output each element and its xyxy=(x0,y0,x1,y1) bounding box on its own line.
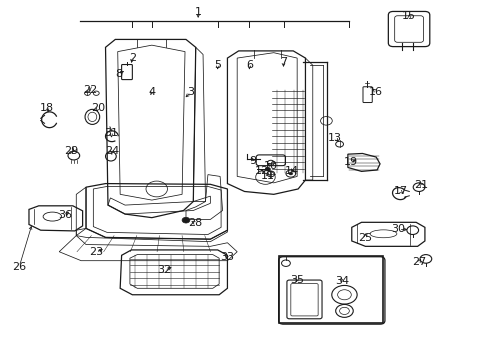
Text: 5: 5 xyxy=(214,60,221,70)
Text: 4: 4 xyxy=(148,87,155,97)
Text: 6: 6 xyxy=(245,60,252,70)
Circle shape xyxy=(182,217,189,223)
Text: 22: 22 xyxy=(82,85,97,95)
Circle shape xyxy=(288,172,292,175)
Text: 21: 21 xyxy=(413,180,427,190)
Text: 16: 16 xyxy=(368,87,383,97)
Text: 1: 1 xyxy=(194,7,201,17)
Text: 35: 35 xyxy=(289,275,304,285)
Text: 19: 19 xyxy=(343,157,357,167)
Text: 24: 24 xyxy=(104,146,119,156)
Text: 10: 10 xyxy=(264,161,277,171)
Text: 28: 28 xyxy=(187,218,202,228)
Text: 25: 25 xyxy=(358,233,372,243)
Text: 15: 15 xyxy=(402,11,415,21)
Text: 26: 26 xyxy=(12,262,26,272)
Text: 7: 7 xyxy=(279,57,286,67)
Circle shape xyxy=(265,167,270,171)
Text: 20: 20 xyxy=(91,103,105,113)
Text: 18: 18 xyxy=(40,103,54,113)
Text: 13: 13 xyxy=(327,133,342,143)
Text: 30: 30 xyxy=(391,225,405,234)
Text: 36: 36 xyxy=(59,210,72,220)
Bar xyxy=(278,256,383,323)
Text: 27: 27 xyxy=(411,257,426,267)
Text: 12: 12 xyxy=(254,166,268,176)
Text: 23: 23 xyxy=(88,247,102,257)
Text: 11: 11 xyxy=(261,171,274,181)
Text: 34: 34 xyxy=(334,276,348,286)
Text: 3: 3 xyxy=(187,87,194,97)
Text: 31: 31 xyxy=(103,129,118,138)
Text: 8: 8 xyxy=(115,69,122,79)
Text: 17: 17 xyxy=(393,186,407,197)
Text: 29: 29 xyxy=(63,145,78,156)
Text: 32: 32 xyxy=(157,265,171,275)
Text: 33: 33 xyxy=(220,252,233,262)
Text: 14: 14 xyxy=(285,166,299,176)
Text: 9: 9 xyxy=(249,156,256,166)
Text: 2: 2 xyxy=(128,53,136,63)
